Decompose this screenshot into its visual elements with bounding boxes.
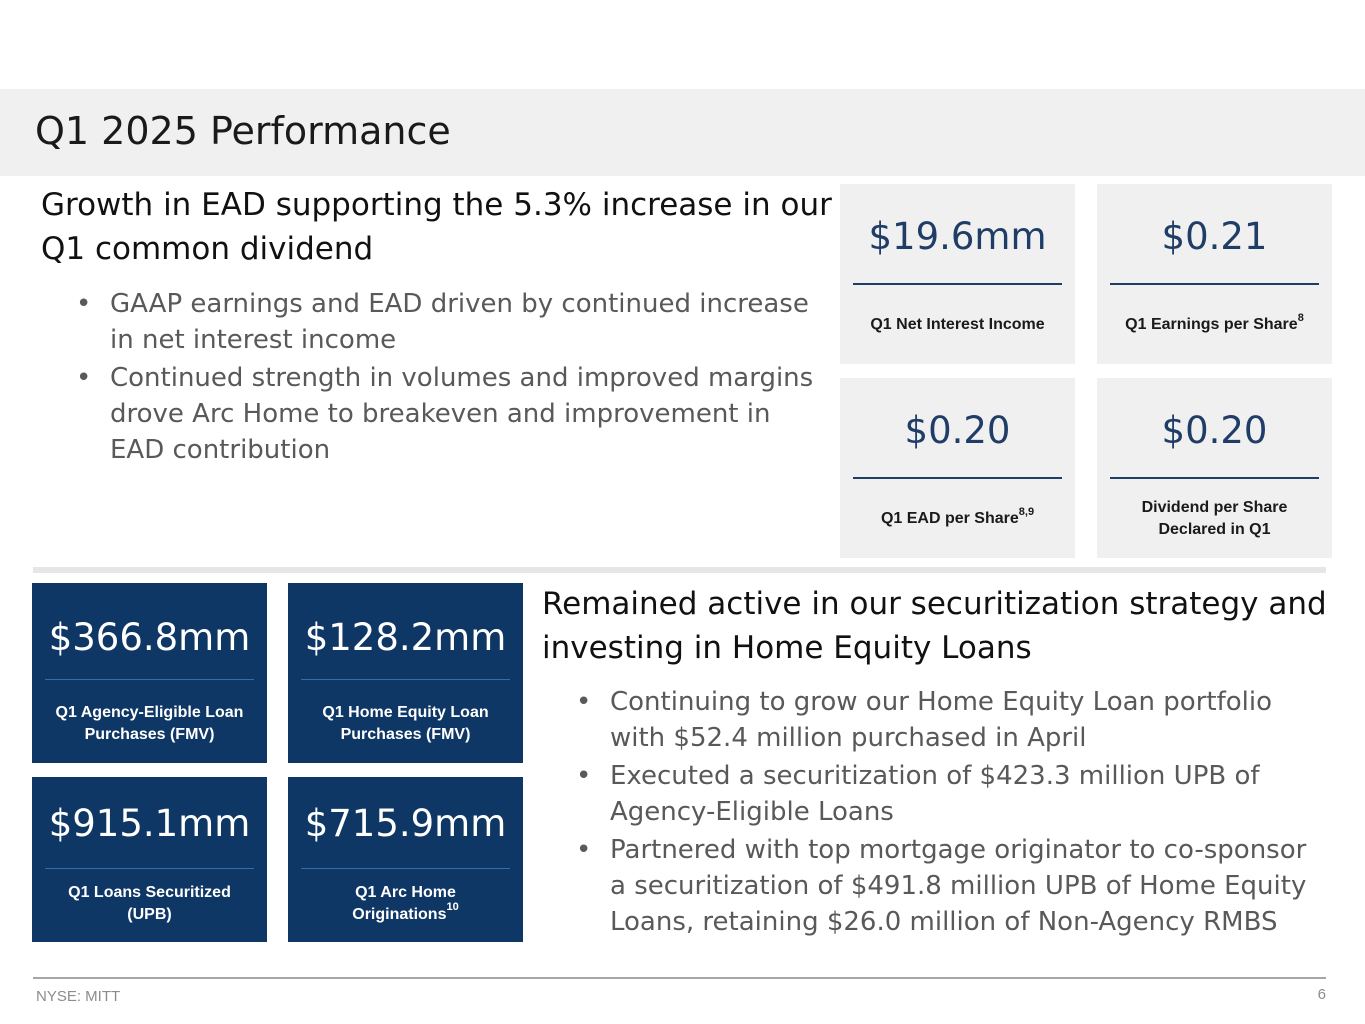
footnote-ref: 8 [1297, 311, 1304, 324]
stat-card-dividend-per-share: $0.20 Dividend per Share Declared in Q1 [1097, 378, 1332, 558]
stat-value: $915.1mm [48, 802, 251, 845]
stat-label: Q1 EAD per Share8,9 [880, 505, 1035, 527]
top-headline: Growth in EAD supporting the 5.3% increa… [41, 187, 832, 267]
bullet-dot: • [576, 761, 592, 791]
bullet-item: • Continued strength in volumes and impro… [76, 360, 816, 468]
footer-rule [33, 977, 1326, 979]
bullet-dot: • [576, 835, 592, 865]
stat-label: Dividend per Share Declared in Q1 [1141, 499, 1288, 538]
bullet-text: Continuing to grow our Home Equity Loan … [610, 687, 1272, 753]
section-divider [33, 567, 1326, 573]
stat-rule [1110, 283, 1319, 285]
top-bullet-list: • GAAP earnings and EAD driven by continu… [76, 286, 816, 470]
stat-label: Q1 Net Interest Income [870, 316, 1045, 333]
stat-card-home-equity-purchases: $128.2mm Q1 Home Equity Loan Purchases (… [288, 583, 523, 763]
bullet-text: Continued strength in volumes and improv… [110, 363, 814, 465]
title-bar [0, 89, 1365, 176]
stat-rule [301, 868, 510, 869]
bottom-headline: Remained active in our securitization st… [542, 586, 1327, 666]
stat-rule [853, 477, 1062, 479]
bullet-text: Partnered with top mortgage originator t… [610, 835, 1307, 937]
stat-value: $366.8mm [48, 616, 251, 659]
bullet-dot: • [76, 363, 92, 393]
stat-label: Q1 Agency-Eligible Loan Purchases (FMV) [55, 704, 244, 743]
bullet-item: • Partnered with top mortgage originator … [576, 832, 1316, 940]
stat-value: $715.9mm [304, 802, 507, 845]
stat-value: $0.20 [1161, 409, 1268, 452]
page-number: 6 [1317, 986, 1326, 1003]
bottom-bullet-list: • Continuing to grow our Home Equity Loan… [576, 684, 1316, 942]
bullet-item: • GAAP earnings and EAD driven by continu… [76, 286, 816, 358]
bullet-dot: • [76, 289, 92, 319]
stat-card-earnings-per-share: $0.21 Q1 Earnings per Share8 [1097, 184, 1332, 364]
stat-value: $0.20 [904, 409, 1011, 452]
stat-card-net-interest-income: $19.6mm Q1 Net Interest Income [840, 184, 1075, 364]
bullet-text: Executed a securitization of $423.3 mill… [610, 761, 1260, 827]
stat-rule [45, 868, 254, 869]
stat-label: Q1 Loans Securitized (UPB) [68, 883, 231, 923]
stat-rule [1110, 477, 1319, 479]
stat-label: Q1 Earnings per Share8 [1125, 311, 1304, 333]
stat-card-arc-home-originations: $715.9mm Q1 Arc Home Originations10 [288, 777, 523, 942]
stat-card-loans-securitized: $915.1mm Q1 Loans Securitized (UPB) [32, 777, 267, 942]
stat-value: $0.21 [1161, 215, 1268, 258]
bullet-item: • Continuing to grow our Home Equity Loan… [576, 684, 1316, 756]
bullet-text: GAAP earnings and EAD driven by continue… [110, 289, 809, 355]
bullet-item: • Executed a securitization of $423.3 mil… [576, 758, 1316, 830]
stat-rule [853, 283, 1062, 285]
stat-label: Q1 Arc Home Originations10 [352, 883, 459, 923]
stat-card-ead-per-share: $0.20 Q1 EAD per Share8,9 [840, 378, 1075, 558]
stat-rule [301, 679, 510, 680]
footnote-ref: 8,9 [1018, 505, 1035, 518]
stat-value: $19.6mm [868, 215, 1047, 258]
stat-rule [45, 679, 254, 680]
footer-ticker: NYSE: MITT [36, 988, 121, 1005]
bullet-dot: • [576, 687, 592, 717]
stat-card-agency-eligible-purchases: $366.8mm Q1 Agency-Eligible Loan Purchas… [32, 583, 267, 763]
stat-label: Q1 Home Equity Loan Purchases (FMV) [322, 704, 489, 743]
stat-value: $128.2mm [304, 616, 507, 659]
footnote-ref: 10 [446, 901, 459, 914]
page-title: Q1 2025 Performance [35, 109, 451, 153]
